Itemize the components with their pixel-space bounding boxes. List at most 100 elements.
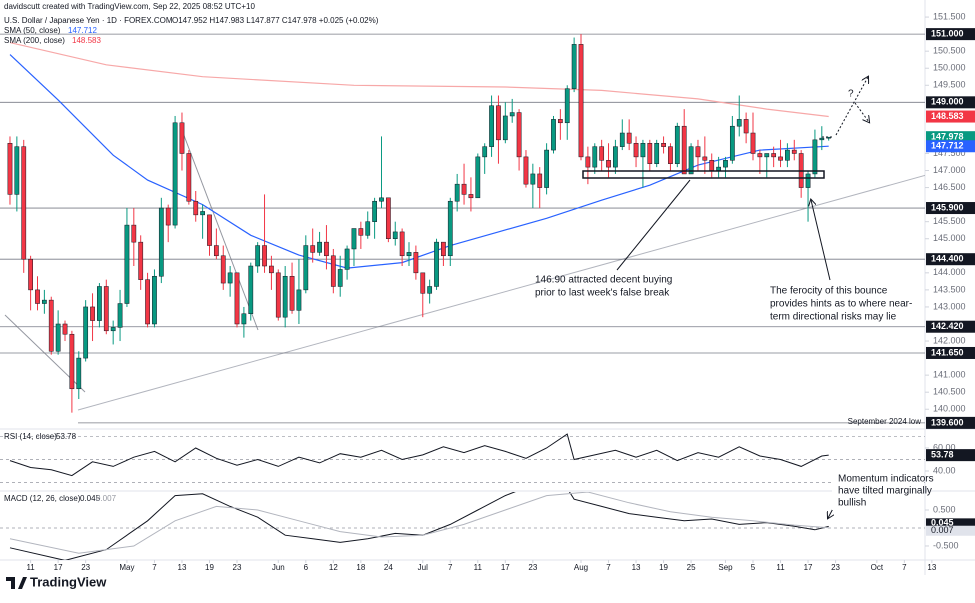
x-tick-label: 17 [804, 563, 813, 572]
x-tick-label: 23 [233, 563, 242, 572]
candle-body [282, 275, 288, 318]
candle-body [826, 136, 832, 139]
candle-body [502, 115, 508, 141]
level-label-bg [926, 320, 975, 333]
candle-body [475, 156, 481, 199]
candle-body [269, 265, 274, 274]
candle-body [289, 275, 295, 311]
candle-body [110, 327, 116, 332]
level-label: 142.420 [931, 321, 964, 331]
candle-body [544, 149, 549, 188]
candle-body [62, 323, 68, 335]
x-tick-label: 23 [831, 563, 840, 572]
price-label-bg [926, 131, 975, 144]
x-tick-label: 7 [902, 563, 907, 572]
candle-body [262, 245, 267, 267]
y-tick-label: 146.500 [933, 182, 966, 192]
candle-body [633, 142, 639, 158]
candle-body [344, 248, 350, 270]
candle-body [365, 221, 371, 236]
x-tick-label: May [119, 563, 134, 572]
sma-line [9, 42, 829, 118]
x-tick-label: 19 [659, 563, 668, 572]
candle-body [496, 105, 501, 141]
candle-body [330, 255, 336, 287]
candle-body [537, 173, 543, 188]
candle-body [674, 125, 680, 164]
candle-body [14, 146, 20, 195]
y-tick-label: 0.500 [933, 504, 956, 514]
x-tick-label: 19 [205, 563, 214, 572]
candle-body [681, 125, 687, 175]
quote: O147.952 H147.983 L147.877 C147.978 +0.0… [172, 16, 379, 25]
y-tick-label: 149.500 [933, 80, 966, 90]
y-tick-label: 145.500 [933, 216, 966, 226]
macd-line [9, 492, 829, 560]
y-tick-label: 147.500 [933, 148, 966, 158]
level-label: 139.600 [931, 417, 964, 427]
level-label: 144.400 [931, 254, 964, 264]
candle-body [750, 132, 756, 154]
y-tick-label: 150.500 [933, 46, 966, 56]
candle-body [303, 245, 309, 291]
candle-body [523, 156, 529, 185]
candle-body [578, 44, 584, 158]
candle-body [688, 146, 694, 175]
level-label-bg [926, 416, 975, 429]
candle-body [599, 146, 605, 161]
sma-legend: SMA (200, close) [4, 36, 65, 45]
x-tick-label: 7 [152, 563, 157, 572]
y-tick-label: 141.000 [933, 370, 966, 380]
level-label-bg [926, 346, 975, 359]
annotation: The ferocity of this bounce [770, 286, 888, 297]
macd-label-bg [926, 525, 975, 536]
y-tick-label: 151.500 [933, 11, 966, 21]
y-tick-label: 147.000 [933, 165, 966, 175]
candle-body [103, 286, 109, 332]
candle-body [35, 289, 40, 304]
candle-body [241, 313, 247, 325]
annotation: term directional risks may lie [770, 312, 897, 323]
level-label: 141.650 [931, 347, 964, 357]
candle-body [131, 224, 137, 243]
price-pane [0, 33, 925, 424]
annotation: 146.90 attracted decent buying [535, 275, 672, 286]
candle-body [723, 160, 728, 168]
rsi-label: 53.78 [931, 450, 954, 460]
support-box [582, 170, 825, 179]
y-tick-label: 142.000 [933, 335, 966, 345]
candle-body [461, 183, 467, 195]
rsi-line [9, 433, 829, 477]
candle-body [812, 139, 818, 175]
annotation: Momentum indicators [838, 474, 934, 485]
level-label-bg [926, 96, 975, 109]
overlay-layer: ? 146.90 attracted decent buying prior t… [4, 2, 975, 589]
candle-body [489, 105, 494, 147]
brand: TradingView [30, 574, 107, 589]
x-tick-label: 23 [528, 563, 537, 572]
annotation: provides hints as to where near- [770, 299, 912, 310]
candle-body [668, 146, 673, 164]
candle-body [736, 119, 742, 127]
annotation: ? [848, 89, 854, 100]
y-tick-label: 60.00 [933, 442, 956, 452]
x-tick-label: 11 [26, 563, 35, 572]
candle-body [90, 306, 95, 321]
x-tick-label: 17 [54, 563, 63, 572]
candle-body [564, 88, 570, 124]
candle-body [654, 142, 660, 164]
candle-body [248, 265, 254, 315]
candle-body [7, 142, 13, 195]
macd-label: 0.007 [931, 525, 954, 535]
candle-body [21, 146, 27, 260]
x-tick-label: 24 [384, 563, 393, 572]
x-tick-label: 25 [687, 563, 696, 572]
x-tick-label: 6 [304, 563, 309, 572]
annotation-arrow [811, 200, 831, 281]
trend-line [77, 174, 925, 411]
candle-body [200, 211, 205, 216]
candle-body [619, 132, 625, 147]
candle-body [551, 119, 556, 151]
candle-body [186, 153, 192, 202]
